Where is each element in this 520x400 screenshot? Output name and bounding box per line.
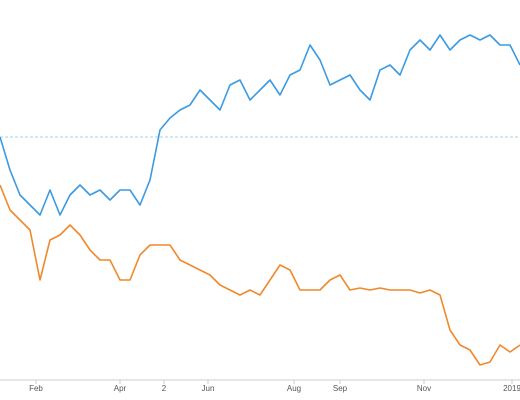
x-tick-label: Sep: [333, 384, 348, 393]
x-tick-label: Nov: [417, 384, 431, 393]
data-line: [0, 184, 520, 366]
x-tick-label: 2019: [503, 384, 520, 393]
data-line: [0, 34, 520, 216]
x-tick-label: Aug: [287, 384, 301, 393]
x-tick-label: Feb: [29, 384, 43, 393]
x-tick-label: Apr: [114, 384, 127, 393]
x-tick-label: Jun: [202, 384, 215, 393]
x-tick-label: 2: [162, 384, 167, 393]
